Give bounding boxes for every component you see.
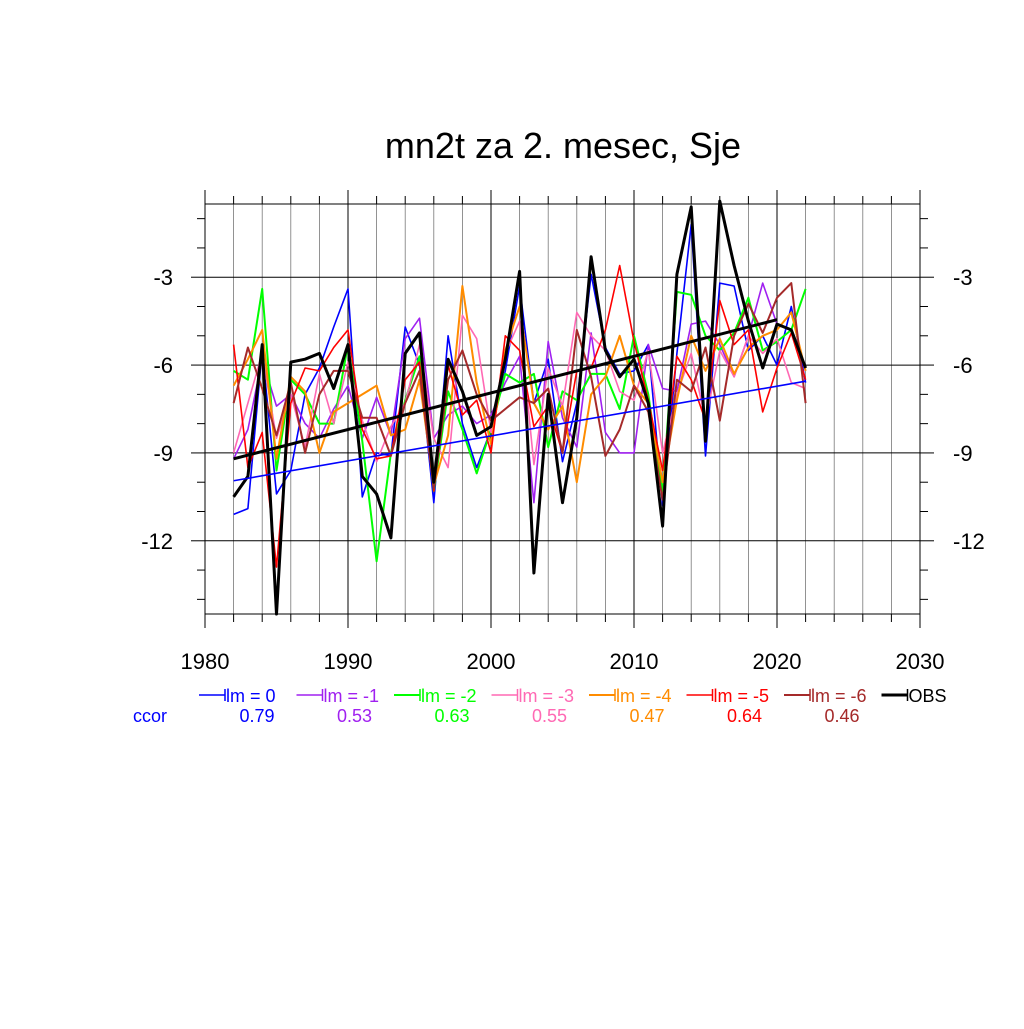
x-tick-label: 2020 [753, 649, 802, 674]
legend-label: lm = -6 [811, 686, 867, 706]
trend-line-obs-trend [233, 318, 778, 461]
y-tick-label-right: -9 [953, 441, 973, 466]
legend-ccor-label: ccor [133, 706, 167, 726]
legend-ccor-value: 0.47 [629, 706, 664, 726]
y-tick-label-left: -12 [141, 529, 173, 554]
legend-ccor-value: 0.63 [434, 706, 469, 726]
legend-ccor-value: 0.46 [824, 706, 859, 726]
legend-label: lm = 0 [226, 686, 276, 706]
series-line-lm-1 [232, 282, 807, 504]
series-lines [232, 199, 808, 616]
legend-ccor-value: 0.64 [727, 706, 762, 726]
legend-label: lm = -2 [421, 686, 477, 706]
axis-ticks [191, 190, 934, 628]
legend-ccor-value: 0.79 [239, 706, 274, 726]
trend-lines [233, 318, 806, 482]
y-tick-label-left: -6 [153, 353, 173, 378]
x-tick-label: 1980 [181, 649, 230, 674]
legend-ccor-value: 0.53 [337, 706, 372, 726]
legend-label: lm = -3 [519, 686, 575, 706]
plot-frame [204, 203, 921, 615]
x-tick-label: 2030 [896, 649, 945, 674]
legend-ccor-value: 0.55 [532, 706, 567, 726]
y-tick-label-right: -6 [953, 353, 973, 378]
y-tick-label-right: -3 [953, 265, 973, 290]
trend-line-lm-0-trend [233, 380, 806, 482]
series-line-obs [232, 199, 808, 616]
x-tick-label: 2000 [467, 649, 516, 674]
chart-title: mn2t za 2. mesec, Sje [385, 125, 741, 166]
y-axis-tick-labels: -3 -3 -6 -6 -9 -9 -12 -12 [141, 265, 985, 554]
legend-label: lm = -5 [714, 686, 770, 706]
x-tick-label: 1990 [324, 649, 373, 674]
y-tick-label-left: -9 [153, 441, 173, 466]
y-tick-label-right: -12 [953, 529, 985, 554]
legend-label: OBS [909, 686, 947, 706]
y-tick-label-left: -3 [153, 265, 173, 290]
legend-label: lm = -1 [324, 686, 380, 706]
x-tick-label: 2010 [610, 649, 659, 674]
legend-label: lm = -4 [616, 686, 672, 706]
x-axis-tick-labels: 1980 1990 2000 2010 2020 2030 [181, 649, 945, 674]
